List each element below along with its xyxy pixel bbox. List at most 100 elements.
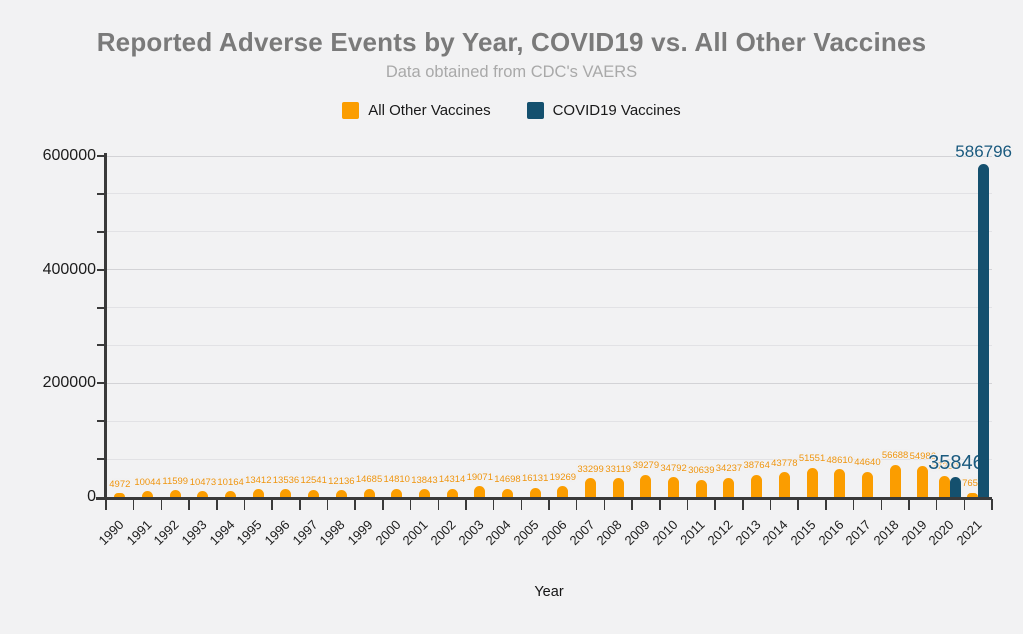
bar-value-label-2016-all-other-vaccines: 48610 bbox=[826, 454, 853, 466]
bar-value-label-2012-all-other-vaccines: 34237 bbox=[715, 463, 743, 475]
bar-2008-all-other-vaccines[interactable] bbox=[612, 478, 624, 497]
bar-value-label-2003-all-other-vaccines: 19071 bbox=[466, 471, 493, 483]
y-axis-label: 600000 bbox=[42, 147, 96, 164]
bar-value-label-2015-all-other-vaccines: 51551 bbox=[798, 453, 826, 465]
bar-2006-all-other-vaccines[interactable] bbox=[557, 486, 569, 497]
bar-value-label-2014-all-other-vaccines: 43778 bbox=[771, 457, 798, 469]
bar-value-label-1996-all-other-vaccines: 13536 bbox=[272, 474, 300, 486]
legend-item-all-other-vaccines[interactable]: All Other Vaccines bbox=[342, 102, 491, 119]
bar-2013-all-other-vaccines[interactable] bbox=[751, 474, 763, 497]
y-axis-tick bbox=[97, 230, 106, 233]
bar-value-label-2018-all-other-vaccines: 56688 bbox=[881, 450, 909, 462]
legend-swatch-covid19-vaccines bbox=[526, 102, 544, 119]
bar-2011-all-other-vaccines[interactable] bbox=[695, 479, 707, 497]
bar-value-label-2020-covid19-vaccines: 35846 bbox=[928, 451, 984, 474]
x-axis-tick bbox=[299, 499, 301, 510]
bar-2002-all-other-vaccines[interactable] bbox=[446, 488, 458, 497]
bar-value-label-2008-all-other-vaccines: 33119 bbox=[605, 463, 632, 475]
bar-value-label-2019-all-other-vaccines: 54986 bbox=[909, 451, 936, 463]
y-gridline bbox=[106, 307, 992, 309]
legend-item-covid19-vaccines[interactable]: COVID19 Vaccines bbox=[526, 102, 681, 119]
x-axis-tick bbox=[880, 499, 882, 510]
y-axis-line bbox=[104, 153, 107, 499]
x-axis-tick bbox=[797, 499, 799, 510]
bar-2005-all-other-vaccines[interactable] bbox=[529, 487, 541, 497]
bar-value-label-2011-all-other-vaccines: 30639 bbox=[688, 465, 715, 477]
bar-value-label-2006-all-other-vaccines: 19269 bbox=[549, 471, 577, 483]
y-axis-tick bbox=[97, 420, 106, 423]
bar-2019-all-other-vaccines[interactable] bbox=[917, 465, 929, 497]
x-axis-tick bbox=[243, 499, 246, 510]
bar-value-label-1998-all-other-vaccines: 12136 bbox=[328, 475, 355, 487]
x-axis-tick bbox=[465, 499, 467, 510]
chart-legend: All Other Vaccines COVID19 Vaccines bbox=[0, 102, 1023, 119]
bar-1996-all-other-vaccines[interactable] bbox=[280, 489, 292, 497]
bar-value-label-1992-all-other-vaccines: 11599 bbox=[162, 475, 189, 487]
bar-2010-all-other-vaccines[interactable] bbox=[668, 477, 680, 497]
x-axis-line bbox=[96, 497, 992, 500]
bar-1990-all-other-vaccines[interactable] bbox=[114, 493, 126, 497]
x-axis-title: Year bbox=[534, 584, 564, 600]
bar-2000-all-other-vaccines[interactable] bbox=[391, 488, 403, 497]
x-axis-tick bbox=[382, 499, 384, 510]
x-axis-tick bbox=[631, 499, 633, 510]
bar-2021-covid19-vaccines[interactable] bbox=[978, 163, 990, 497]
x-axis-tick bbox=[548, 499, 550, 510]
bar-2018-all-other-vaccines[interactable] bbox=[889, 464, 901, 497]
bar-value-label-2017-all-other-vaccines: 44640 bbox=[854, 457, 881, 469]
x-axis-tick bbox=[686, 499, 689, 510]
bar-value-label-2013-all-other-vaccines: 38764 bbox=[743, 460, 770, 472]
y-axis-label: 200000 bbox=[42, 374, 96, 392]
bar-value-label-2002-all-other-vaccines: 14314 bbox=[438, 474, 466, 486]
bar-value-label-2004-all-other-vaccines: 14698 bbox=[494, 474, 521, 486]
bar-value-label-1999-all-other-vaccines: 14685 bbox=[355, 474, 383, 486]
x-axis-tick bbox=[520, 499, 523, 510]
bar-1991-all-other-vaccines[interactable] bbox=[142, 491, 154, 497]
bar-value-label-1994-all-other-vaccines: 10164 bbox=[217, 476, 244, 488]
bar-value-label-2000-all-other-vaccines: 14810 bbox=[383, 474, 410, 486]
y-axis-tick bbox=[97, 458, 106, 461]
bar-2020-covid19-vaccines[interactable] bbox=[950, 476, 962, 497]
bar-2017-all-other-vaccines[interactable] bbox=[861, 471, 873, 497]
bar-1992-all-other-vaccines[interactable] bbox=[169, 490, 181, 497]
x-axis-tick bbox=[963, 499, 966, 510]
bar-value-label-2021-covid19-vaccines: 586796 bbox=[955, 141, 1013, 161]
y-axis-tick bbox=[97, 192, 106, 195]
bar-value-label-2007-all-other-vaccines: 33299 bbox=[577, 463, 604, 475]
x-axis-tick bbox=[437, 499, 439, 510]
y-gridline bbox=[106, 193, 992, 195]
bar-1998-all-other-vaccines[interactable] bbox=[335, 490, 347, 497]
x-axis-tick bbox=[132, 499, 135, 510]
bar-2014-all-other-vaccines[interactable] bbox=[778, 472, 790, 497]
bar-value-label-2020-all-other-vaccines: 37290 bbox=[931, 461, 959, 473]
bar-2020-all-other-vaccines[interactable] bbox=[939, 475, 951, 497]
bar-2001-all-other-vaccines[interactable] bbox=[418, 489, 430, 497]
bar-1999-all-other-vaccines[interactable] bbox=[363, 488, 375, 497]
y-axis-label: 0 bbox=[87, 488, 96, 505]
bar-2015-all-other-vaccines[interactable] bbox=[806, 467, 818, 497]
bar-2007-all-other-vaccines[interactable] bbox=[585, 478, 597, 497]
bar-value-label-1995-all-other-vaccines: 13412 bbox=[245, 474, 272, 486]
bar-2012-all-other-vaccines[interactable] bbox=[723, 477, 735, 497]
y-gridline bbox=[106, 269, 992, 271]
x-axis-tick bbox=[492, 499, 495, 510]
bar-value-label-1990-all-other-vaccines: 4972 bbox=[109, 478, 131, 490]
bar-2004-all-other-vaccines[interactable] bbox=[501, 488, 513, 497]
y-gridline bbox=[106, 382, 992, 384]
x-axis-tick bbox=[160, 499, 163, 510]
bar-2016-all-other-vaccines[interactable] bbox=[834, 469, 846, 497]
bar-1994-all-other-vaccines[interactable] bbox=[225, 491, 237, 497]
y-axis-tick bbox=[97, 268, 106, 271]
bar-1997-all-other-vaccines[interactable] bbox=[308, 489, 320, 497]
y-axis-tick bbox=[97, 344, 106, 347]
bar-1993-all-other-vaccines[interactable] bbox=[197, 491, 209, 497]
bar-1995-all-other-vaccines[interactable] bbox=[252, 489, 264, 497]
x-axis-tick bbox=[216, 499, 218, 510]
legend-label: All Other Vaccines bbox=[368, 102, 491, 119]
y-gridline bbox=[106, 231, 992, 233]
bar-2003-all-other-vaccines[interactable] bbox=[474, 486, 486, 497]
bar-2009-all-other-vaccines[interactable] bbox=[640, 474, 652, 497]
bar-value-label-1997-all-other-vaccines: 12541 bbox=[300, 475, 327, 487]
bar-2021-all-other-vaccines[interactable] bbox=[967, 492, 979, 497]
